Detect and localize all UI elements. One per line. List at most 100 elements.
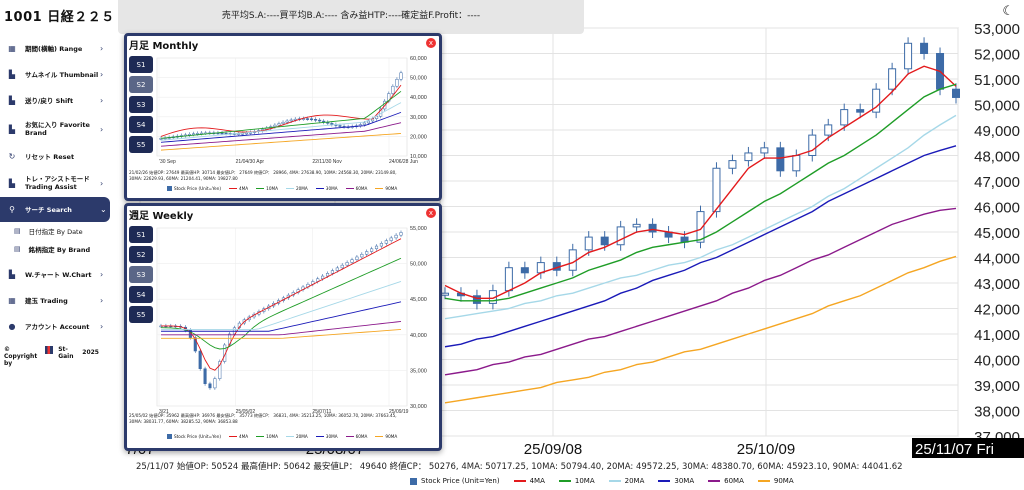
weekly-chart-popup[interactable]: 週足 Weekly x S1 S2 S3 S4 S5 55,000 50,000 4… [124,203,442,451]
mini-candle-body [213,378,217,389]
mini-legend-item[interactable]: 20MA [285,434,308,439]
sidebar-item-search[interactable]: ⚲ サーチ Search ⌄ [0,197,110,222]
calendar-icon: ▦ [8,296,16,305]
sidebar-item-wchart[interactable]: ▙ W.チャート W.Chart › [0,262,110,287]
sidebar-item-label: サーチ Search [25,205,72,214]
candle-body [504,267,513,292]
y-tick-label: 50,000 [974,98,1020,115]
s2-button[interactable]: S2 [129,246,153,263]
mini-y-tick-label: 50,000 [410,76,427,82]
y-tick-label: 53,000 [974,21,1020,38]
s1-button[interactable]: S1 [129,226,153,243]
monthly-legend: Stock Price (Unit=Yen) 4MA 10MA 20MA 30MA 60M… [167,186,397,191]
mini-legend-item[interactable]: 10MA [256,434,278,439]
mini-y-tick-label: 55,000 [410,226,427,232]
legend-item[interactable]: 60MA [708,477,744,485]
s2-button[interactable]: S2 [129,76,153,93]
mini-ma-line [161,280,402,330]
y-tick-label: 41,000 [974,327,1020,344]
legend-item[interactable]: 20MA [608,477,644,485]
close-icon[interactable]: x [426,38,436,48]
series-line-4ma [444,65,957,299]
mini-candle-body [365,251,369,255]
mini-legend-swatch [285,187,294,190]
mini-ma-line [161,321,402,336]
moon-icon[interactable]: ☾ [1002,4,1014,19]
s3-button[interactable]: S3 [129,266,153,283]
mini-legend-label: 30MA [325,186,338,191]
s1-button[interactable]: S1 [129,56,153,73]
sidebar-subitem-label: 銘柄指定 By Brand [28,246,91,254]
sidebar-subitem-by-brand[interactable]: ▤ 銘柄指定 By Brand [14,244,90,254]
sidebar-item-trading[interactable]: ▦ 建玉 Trading › [0,288,110,313]
weekly-mini-chart[interactable]: 55,000 50,000 45,000 40,000 35,000 30,000 3/21… [127,220,433,420]
mini-candle-body [198,350,202,369]
legend-item[interactable]: 10MA [558,477,595,485]
monthly-mini-chart[interactable]: 60,000 50,000 40,000 30,000 20,000 10,000 '30 … [127,50,433,170]
mini-legend-item[interactable]: 30MA [315,434,338,439]
legend-item[interactable]: 90MA [757,477,794,485]
sidebar-item-label: 送り/戻り Shift [25,96,74,105]
s4-button[interactable]: S4 [129,116,153,133]
reset-icon: ↻ [8,152,16,161]
mini-legend-item[interactable]: 4MA [229,434,248,439]
mini-y-tick-label: 50,000 [410,262,427,268]
mini-y-tick-label: 40,000 [410,333,427,339]
s3-button[interactable]: S3 [129,96,153,113]
mini-legend-item[interactable]: 10MA [256,186,278,191]
candle-body [536,262,545,274]
mini-legend-label: 4MA [239,186,249,191]
mini-legend-item[interactable]: Stock Price (Unit=Yen) [167,434,221,439]
legend-item[interactable]: Stock Price (Unit=Yen) [410,477,500,485]
mini-candle-body [389,237,393,241]
candle-body [776,147,785,172]
mini-legend-item[interactable]: 30MA [315,186,338,191]
chevron-right-icon: › [100,296,104,305]
monthly-ohlc-readout: 21/02/26 始値OP: 27649 最高値HP: 30714 最安値LP：… [129,170,397,181]
mini-legend-label: 10MA [266,186,278,191]
mini-candle-body [220,132,224,135]
mini-legend-item[interactable]: 60MA [345,186,367,191]
copyright-brand: St-Gain [58,346,74,360]
legend-item[interactable]: 4MA [513,477,545,485]
legend-item[interactable]: 30MA [658,477,694,485]
sidebar-item-trading-assist[interactable]: ▙ トレ・アシストモード Trading Assist › [0,168,110,198]
s4-button[interactable]: S4 [129,286,153,303]
monthly-chart-popup[interactable]: 月足 Monthly x S1 S2 S3 S4 S5 60,000 50,000… [124,33,442,201]
chevron-right-icon: › [100,124,104,134]
mini-legend-item[interactable]: 90MA [375,186,397,191]
sidebar-item-shift[interactable]: ▙ 送り/戻り Shift › [0,88,110,113]
mini-candle-body [375,116,379,119]
mini-legend-item[interactable]: 20MA [285,186,308,191]
y-tick-label: 49,000 [974,123,1020,140]
sidebar-item-account[interactable]: ● アカウント Account › [0,314,110,339]
brand-logo-icon [45,346,54,354]
series-line-20ma [444,114,957,320]
sidebar-item-favorite[interactable]: ▙ お気に入り Favorite Brand › [0,114,110,144]
mini-y-tick-label: 30,000 [410,404,427,410]
mini-candle-body [193,337,197,352]
candle-body [568,249,577,271]
chevron-right-icon: › [100,178,104,188]
mini-legend-item[interactable]: 90MA [375,434,397,439]
mini-candle-body [305,118,309,120]
mini-legend-item[interactable]: Stock Price (Unit=Yen) [167,186,221,191]
close-icon[interactable]: x [426,208,436,218]
sidebar-item-range[interactable]: ▦ 期間(横軸) Range › [0,36,110,61]
sidebar-item-thumbnail[interactable]: ▙ サムネイル Thumbnail › [0,62,110,87]
s5-button[interactable]: S5 [129,136,153,153]
mini-candle-body [340,264,344,269]
sidebar-item-reset[interactable]: ↻ リセット Reset [0,144,110,169]
mini-legend-swatch [229,435,237,438]
candle-body [696,211,705,243]
candle-body [760,147,769,154]
sidebar-item-label: サムネイル Thumbnail [25,70,99,79]
mini-legend-item[interactable]: 60MA [345,434,367,439]
search-icon: ⚲ [9,205,15,214]
s5-button[interactable]: S5 [129,306,153,323]
mini-legend-swatch [229,187,237,190]
sidebar-subitem-by-date[interactable]: ▤ 日付指定 By Date [14,226,83,236]
mini-legend-item[interactable]: 4MA [229,186,248,191]
candle-body [616,226,625,246]
